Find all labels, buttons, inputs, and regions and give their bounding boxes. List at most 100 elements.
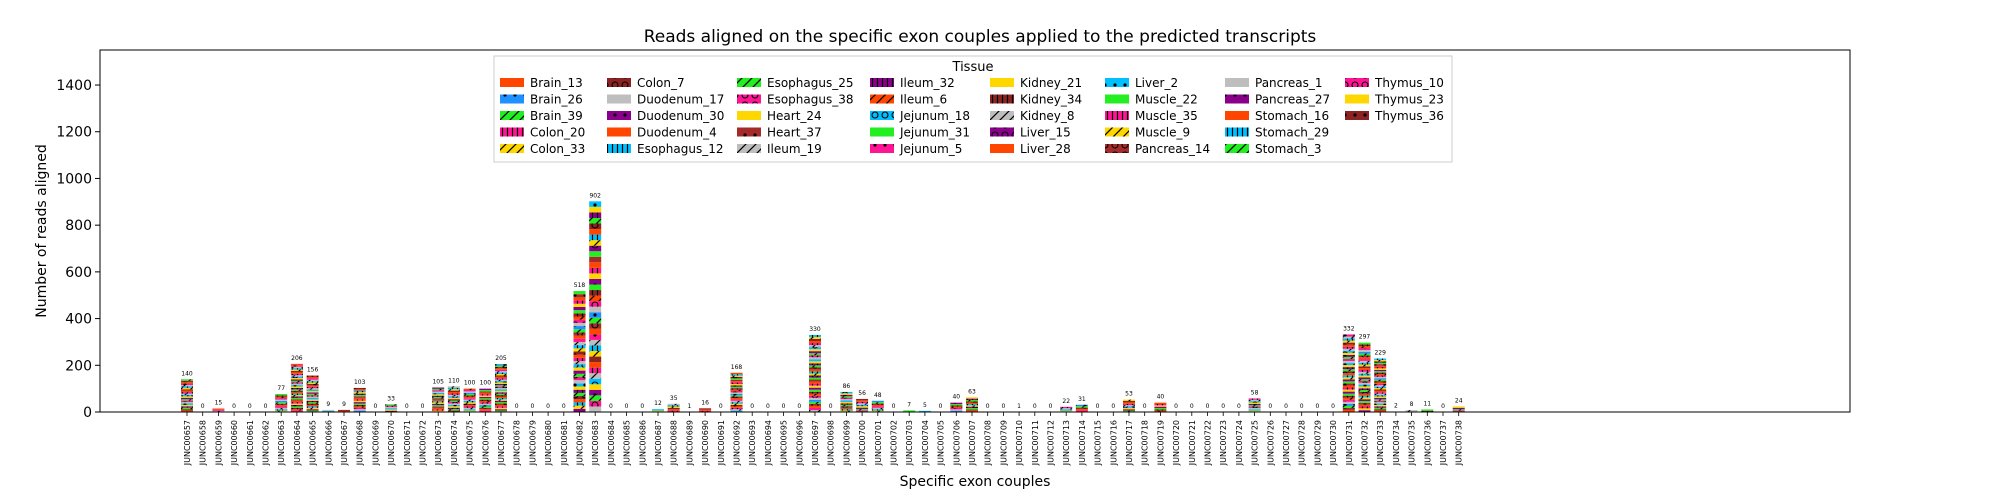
bar-segment xyxy=(840,396,853,398)
x-tick-label: JUNC00672 xyxy=(419,420,428,466)
bar-segment xyxy=(495,407,507,410)
bar-segment xyxy=(1358,404,1371,407)
bar-segment xyxy=(275,407,288,410)
bar-segment xyxy=(950,409,963,411)
bar-segment xyxy=(212,408,225,410)
bar-segment xyxy=(338,409,350,411)
bar-total-label: 110 xyxy=(448,377,460,384)
bar-segment xyxy=(1342,360,1355,364)
bar-segment xyxy=(181,387,193,390)
bar-segment xyxy=(290,365,303,367)
x-tick-label: JUNC00658 xyxy=(199,420,208,466)
x-tick-label: JUNC00701 xyxy=(874,420,883,466)
bar-total-label: 100 xyxy=(464,380,476,387)
bar-total-label: 56 xyxy=(858,390,866,397)
bar-segment xyxy=(840,401,853,404)
legend-label: Colon_20 xyxy=(530,126,585,140)
bar-segment xyxy=(573,332,586,336)
bar-segment xyxy=(463,398,476,400)
bar-segment xyxy=(1248,405,1261,407)
bar-segment xyxy=(573,313,586,317)
bar-segment xyxy=(730,397,743,400)
bar-segment xyxy=(573,322,586,327)
bar-segment xyxy=(181,406,193,408)
bar-segment xyxy=(1358,360,1371,363)
x-tick-label: JUNC00694 xyxy=(764,420,773,466)
bar-segment xyxy=(1342,407,1355,410)
bar-segment xyxy=(573,367,586,371)
bar-segment xyxy=(573,329,586,333)
legend-swatch xyxy=(1345,94,1369,104)
bar-segment xyxy=(1342,397,1355,400)
bar-segment xyxy=(479,410,492,412)
bar-segment xyxy=(589,345,602,352)
x-tick-label: JUNC00726 xyxy=(1266,420,1275,466)
x-tick-label: JUNC00706 xyxy=(952,420,961,466)
bar-segment xyxy=(730,379,743,382)
bar-total-label: 0 xyxy=(405,403,409,410)
bar-segment xyxy=(1374,397,1387,400)
bar-segment xyxy=(479,390,492,392)
legend-label: Colon_7 xyxy=(637,76,685,90)
bar-segment xyxy=(856,398,869,401)
bar-segment xyxy=(1358,368,1371,371)
bar-segment xyxy=(1374,399,1387,401)
bar-segment xyxy=(1374,406,1387,408)
x-tick-label: JUNC00698 xyxy=(827,420,836,466)
bar-segment xyxy=(840,404,853,407)
bar-segment xyxy=(1342,395,1355,398)
bar-segment xyxy=(809,365,821,368)
bar-segment xyxy=(966,397,978,399)
bar-total-label: 0 xyxy=(939,403,943,410)
bar-segment xyxy=(353,410,366,412)
bar-segment xyxy=(1342,405,1355,408)
bar-segment xyxy=(573,351,586,355)
bar-segment xyxy=(275,402,288,404)
bar-segment xyxy=(495,372,507,374)
x-tick-label: JUNC00684 xyxy=(607,420,616,466)
x-tick-label: JUNC00686 xyxy=(638,420,647,466)
legend-swatch xyxy=(500,94,524,104)
bar-segment xyxy=(290,397,303,400)
bar-segment xyxy=(385,410,398,412)
bar-segment xyxy=(573,300,586,304)
bar-segment xyxy=(495,369,507,372)
bar-segment xyxy=(1374,379,1387,382)
bar-segment xyxy=(1060,409,1073,411)
bar-segment xyxy=(479,406,492,408)
bar-segment xyxy=(589,229,602,235)
bar-segment xyxy=(1358,393,1371,396)
bar-segment xyxy=(385,408,398,410)
bar-segment xyxy=(495,399,507,401)
x-tick-label: JUNC00712 xyxy=(1047,420,1056,466)
bar-segment xyxy=(856,407,869,410)
bar-segment xyxy=(1374,381,1387,383)
bar-segment xyxy=(871,400,884,403)
bar-segment xyxy=(290,372,303,374)
bar-segment xyxy=(290,380,303,383)
bar-segment xyxy=(730,383,743,386)
x-tick-label: JUNC00710 xyxy=(1015,420,1024,466)
x-tick-label: JUNC00687 xyxy=(654,420,663,466)
bar-segment xyxy=(573,348,586,352)
bar-segment xyxy=(432,390,445,392)
bar-segment xyxy=(1123,405,1135,407)
bar-segment xyxy=(290,366,303,369)
bar-segment xyxy=(353,397,366,400)
x-tick-label: JUNC00717 xyxy=(1125,420,1134,466)
bar-segment xyxy=(385,409,398,411)
x-tick-label: JUNC00721 xyxy=(1188,420,1197,466)
bar-segment xyxy=(1358,391,1371,394)
legend-swatch xyxy=(500,144,524,153)
bar-segment xyxy=(966,402,978,404)
legend-label: Pancreas_14 xyxy=(1135,142,1210,156)
bar-segment xyxy=(856,409,869,411)
bar-segment xyxy=(432,391,445,393)
x-axis-label: Specific exon couples xyxy=(900,474,1051,490)
bar-segment xyxy=(730,375,743,377)
bar-segment xyxy=(181,400,193,403)
bar-segment xyxy=(856,410,869,412)
legend-swatch xyxy=(1105,144,1129,153)
bar-segment xyxy=(573,361,586,365)
bar-segment xyxy=(463,390,476,392)
